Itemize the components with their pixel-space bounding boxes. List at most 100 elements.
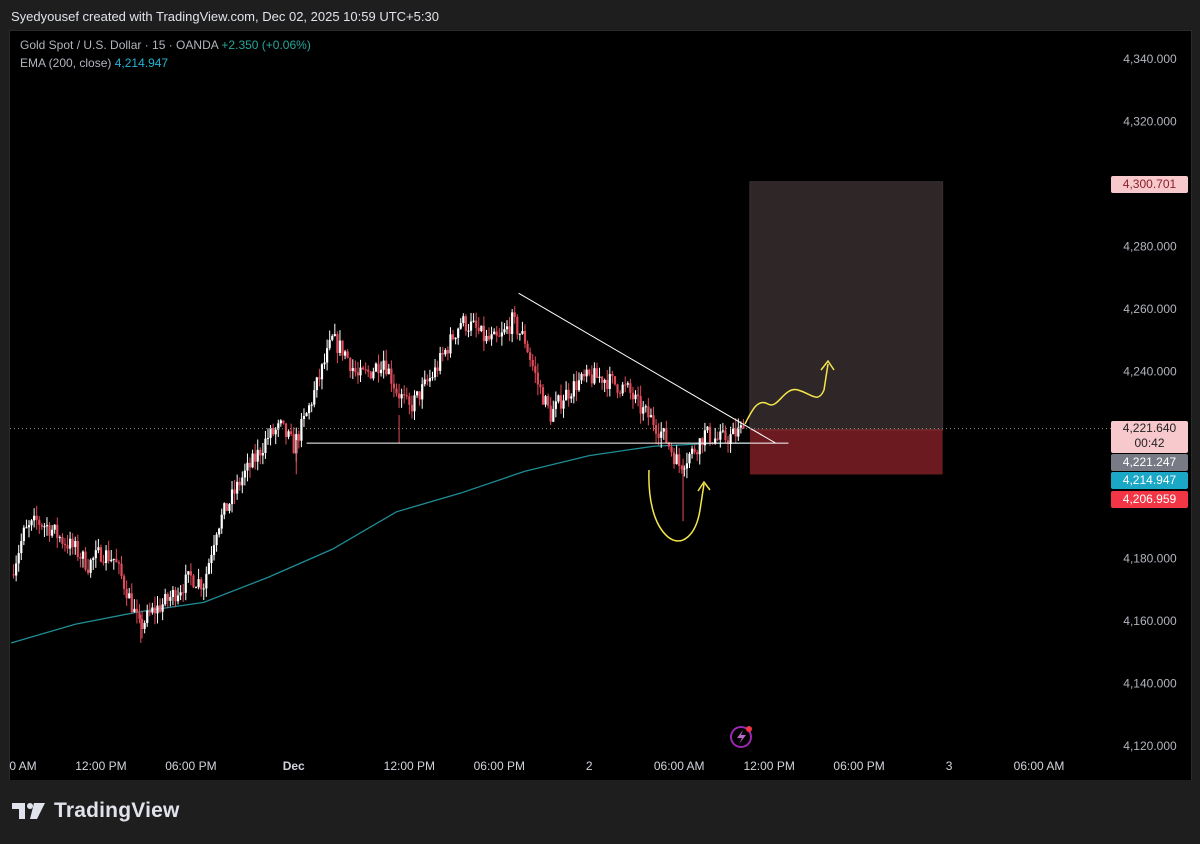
candle-body (611, 373, 614, 377)
y-tick-label: 4,180.000 (1123, 552, 1177, 566)
candle-body (490, 334, 493, 340)
candle-body (521, 331, 524, 334)
candle-body (649, 415, 653, 418)
candle-body (225, 503, 228, 511)
candles (12, 306, 745, 643)
price-axis[interactable]: 4,340.000 4,320.000 4,280.000 4,260.000 4,24… (1123, 52, 1177, 753)
candle-body (459, 323, 462, 329)
candle-body (618, 392, 622, 394)
candle-body (418, 391, 421, 400)
candle-body (472, 320, 475, 322)
candle-body (63, 543, 67, 545)
candle-body (76, 541, 79, 558)
candle-body (133, 608, 136, 613)
candle-body (379, 369, 383, 374)
candle-body (264, 438, 267, 454)
candle-body (567, 389, 570, 399)
candle-body (585, 369, 588, 377)
ema-price-label: 4,214.947 (1111, 472, 1188, 489)
candle-body (349, 357, 352, 372)
candle-body (148, 610, 151, 613)
candle-body (71, 538, 74, 548)
candle-body (482, 325, 485, 342)
flash-alert-icon[interactable] (730, 726, 752, 748)
candle-countdown: 00:42 (1134, 436, 1165, 450)
chart-frame[interactable] (9, 30, 1192, 782)
candle-body (20, 540, 23, 554)
candle-body (503, 329, 506, 333)
candle-body (56, 524, 59, 538)
candle-body (187, 571, 190, 575)
candle-body (153, 607, 157, 614)
price-change: +2.350 (+0.06%) (221, 38, 311, 52)
candle-body (629, 383, 632, 393)
candle-body (382, 360, 385, 370)
x-tick-label: 06:00 AM (654, 759, 705, 773)
candle-body (444, 349, 447, 355)
candle-body (43, 526, 46, 528)
candle-body (251, 453, 254, 468)
u-shaped-annotation-arrow[interactable] (648, 469, 705, 542)
candle-body (516, 316, 519, 335)
candle-body (274, 429, 277, 435)
candle-body (308, 405, 311, 414)
candle-body (716, 438, 719, 440)
candle-body (284, 423, 288, 437)
candle-body (313, 390, 316, 405)
candle-body (164, 594, 167, 605)
candle-body (122, 576, 126, 589)
projection-wave-arrow[interactable] (744, 363, 829, 425)
candle-body (706, 426, 709, 431)
u-arrow-head (697, 480, 711, 492)
x-tick-label: Dec (283, 759, 305, 773)
candle-body (475, 320, 478, 328)
candle-body (35, 515, 38, 520)
top-caption-bar: Syedyousef created with TradingView.com,… (0, 0, 1200, 32)
candle-body (259, 449, 262, 456)
stop-zone[interactable] (749, 429, 943, 475)
candle-body (606, 379, 609, 390)
candle-body (120, 563, 123, 577)
candle-body (112, 558, 115, 560)
legend-ema-row[interactable]: EMA (200, close) 4,214.947 (20, 56, 168, 70)
candle-body (726, 440, 730, 445)
candle-body (608, 373, 611, 390)
candle-body (660, 431, 663, 438)
candle-body (369, 371, 372, 379)
candle-body (338, 340, 342, 353)
candle-body (130, 593, 133, 613)
candle-body (161, 604, 164, 612)
candle-body (102, 561, 105, 563)
candle-body (593, 368, 596, 384)
candle-body (428, 378, 432, 382)
candle-body (302, 416, 306, 419)
time-axis[interactable]: 0 AM 12:00 PM 06:00 PM Dec 12:00 PM 06:00 PM 2… (9, 759, 1064, 773)
legend-symbol-row[interactable]: Gold Spot / U.S. Dollar · 15 · OANDA +2.… (20, 38, 311, 52)
x-tick-label: 06:00 AM (1014, 759, 1065, 773)
candle-body (361, 367, 365, 370)
descending-trendline[interactable] (518, 292, 776, 444)
candle-body (626, 383, 629, 385)
candle-body (192, 575, 195, 588)
candle-body (38, 519, 41, 525)
candle-body (441, 353, 444, 355)
candle-body (356, 372, 360, 376)
candle-body (223, 503, 226, 515)
target-zone[interactable] (749, 181, 944, 431)
candle-body (577, 380, 581, 391)
candle-body (354, 368, 357, 373)
candle-body (176, 595, 180, 602)
candle-body (30, 520, 33, 526)
candle-body (351, 368, 354, 372)
candle-body (621, 384, 624, 394)
candle-body (672, 452, 676, 465)
candle-body (523, 331, 527, 344)
candle-body (693, 448, 696, 453)
candle-body (415, 391, 419, 396)
tradingview-logo[interactable]: TradingView (12, 799, 180, 823)
candle-body (531, 359, 534, 367)
candle-body (310, 404, 313, 406)
candle-body (97, 547, 100, 551)
candle-body (12, 574, 15, 576)
